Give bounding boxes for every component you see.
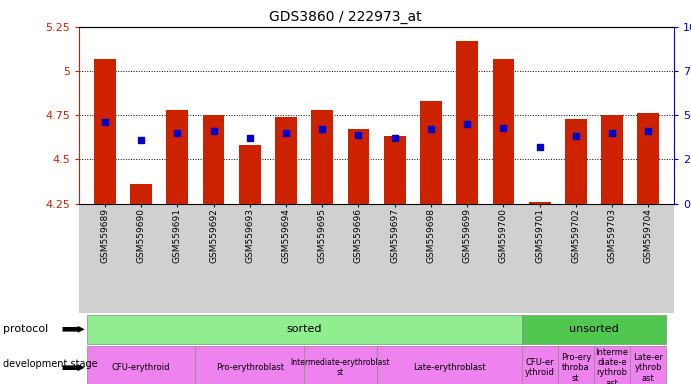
Bar — [275, 117, 297, 204]
Text: Intermediate-erythroblast
st: Intermediate-erythroblast st — [291, 358, 390, 377]
Text: Late-erythroblast: Late-erythroblast — [413, 363, 485, 372]
Text: CFU-erythroid: CFU-erythroid — [112, 363, 170, 372]
Text: sorted: sorted — [286, 324, 322, 334]
Bar — [456, 41, 478, 204]
Text: development stage: development stage — [3, 359, 98, 369]
Bar — [384, 136, 406, 204]
Bar — [239, 145, 261, 204]
Bar — [565, 119, 587, 204]
Text: protocol: protocol — [3, 324, 48, 334]
Bar — [420, 101, 442, 204]
Bar — [493, 59, 514, 204]
Bar — [348, 129, 370, 204]
Bar — [601, 115, 623, 204]
Text: GDS3860 / 222973_at: GDS3860 / 222973_at — [269, 10, 422, 23]
Text: Pro-ery
throba
st: Pro-ery throba st — [560, 353, 591, 382]
Bar — [202, 115, 225, 204]
Bar — [94, 59, 115, 204]
Bar — [130, 184, 152, 204]
Text: unsorted: unsorted — [569, 324, 619, 334]
Bar — [638, 113, 659, 204]
Text: Interme
diate-e
rythrob
ast: Interme diate-e rythrob ast — [596, 348, 629, 384]
Bar — [529, 202, 551, 204]
Text: Pro-erythroblast: Pro-erythroblast — [216, 363, 284, 372]
Bar — [312, 110, 333, 204]
Bar — [167, 110, 188, 204]
Text: Late-er
ythrob
ast: Late-er ythrob ast — [634, 353, 663, 382]
Text: CFU-er
ythroid: CFU-er ythroid — [524, 358, 555, 377]
